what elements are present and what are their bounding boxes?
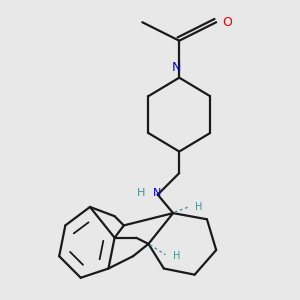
Text: N: N: [172, 61, 181, 74]
Text: H: H: [173, 251, 181, 261]
Text: H: H: [195, 202, 202, 212]
Text: N: N: [153, 188, 161, 198]
Text: H: H: [137, 188, 146, 198]
Text: O: O: [222, 16, 232, 29]
